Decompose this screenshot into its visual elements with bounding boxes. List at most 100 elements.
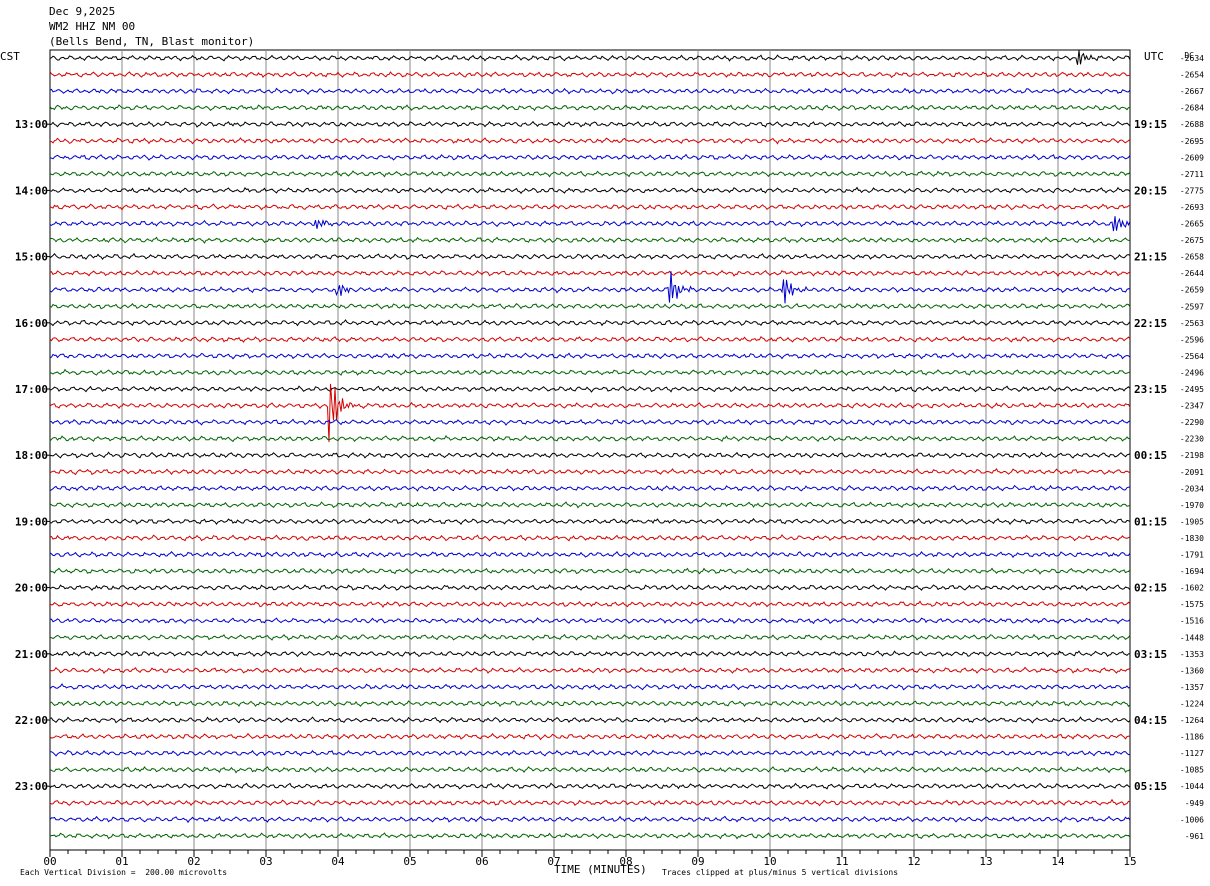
dc-offset-label: -2034 xyxy=(1180,484,1204,493)
trace-line xyxy=(49,71,1131,79)
dc-offset-label: -2230 xyxy=(1180,435,1204,444)
dc-offset-label: -1830 xyxy=(1180,534,1204,543)
dc-offset-label: -2634 xyxy=(1180,54,1204,63)
x-tick-label: 11 xyxy=(835,855,848,868)
trace-line xyxy=(49,501,1131,509)
right-hour-label: 20:15 xyxy=(1134,184,1167,197)
right-hour-label: 02:15 xyxy=(1134,582,1167,595)
dc-offset-label: -2658 xyxy=(1180,253,1204,262)
trace-line xyxy=(49,120,1131,128)
right-hour-label: 03:15 xyxy=(1134,648,1167,661)
trace-line xyxy=(49,749,1131,757)
dc-offset-label: -1353 xyxy=(1180,650,1204,659)
right-hour-label: 19:15 xyxy=(1134,118,1167,131)
trace-line xyxy=(49,584,1131,591)
trace-line xyxy=(49,153,1131,161)
trace-line xyxy=(49,832,1131,840)
right-hour-label: 22:15 xyxy=(1134,317,1167,330)
trace-line xyxy=(49,650,1131,658)
dc-offset-label: -961 xyxy=(1185,832,1204,841)
x-tick-label: 13 xyxy=(979,855,992,868)
dc-offset-label: -1448 xyxy=(1180,633,1204,642)
dc-offset-label: -949 xyxy=(1185,799,1204,808)
x-tick-label: 12 xyxy=(907,855,920,868)
trace-line xyxy=(49,567,1131,575)
dc-offset-label: -2695 xyxy=(1180,137,1204,146)
dc-offset-label: -2091 xyxy=(1180,468,1204,477)
dc-offset-label: -2495 xyxy=(1180,385,1204,394)
dc-offset-label: -1224 xyxy=(1180,699,1204,708)
trace-line xyxy=(49,617,1131,625)
trace-line xyxy=(49,383,1131,443)
dc-offset-label: -2290 xyxy=(1180,418,1204,427)
dc-offset-label: -2684 xyxy=(1180,104,1204,113)
dc-offset-label: -2563 xyxy=(1180,319,1204,328)
left-hour-label: 21:00 xyxy=(15,648,48,661)
trace-line xyxy=(49,385,1131,393)
x-tick-label: 08 xyxy=(619,855,632,868)
x-tick-label: 02 xyxy=(187,855,200,868)
trace-line xyxy=(49,418,1131,426)
x-tick-label: 01 xyxy=(115,855,128,868)
dc-offset-label: -2693 xyxy=(1180,203,1204,212)
right-hour-label: 21:15 xyxy=(1134,251,1167,264)
left-hour-label: 13:00 xyxy=(15,118,48,131)
right-hour-label: 01:15 xyxy=(1134,515,1167,528)
x-tick-label: 09 xyxy=(691,855,704,868)
dc-offset-label: -1085 xyxy=(1180,766,1204,775)
trace-line xyxy=(49,269,1131,278)
trace-line xyxy=(49,699,1131,708)
trace-line xyxy=(49,50,1131,65)
right-hour-label: 23:15 xyxy=(1134,383,1167,396)
left-hour-label: 23:00 xyxy=(15,780,48,793)
x-tick-label: 07 xyxy=(547,855,560,868)
dc-offset-label: -1264 xyxy=(1180,716,1204,725)
left-hour-label: 16:00 xyxy=(15,317,48,330)
trace-line xyxy=(49,798,1131,807)
dc-offset-label: -1127 xyxy=(1180,749,1204,758)
dc-offset-label: -1360 xyxy=(1180,666,1204,675)
dc-offset-label: -2665 xyxy=(1180,220,1204,229)
trace-line xyxy=(49,352,1131,360)
dc-offset-label: -2609 xyxy=(1180,153,1204,162)
x-tick-label: 00 xyxy=(43,855,56,868)
trace-line xyxy=(49,732,1131,741)
left-hour-label: 17:00 xyxy=(15,383,48,396)
trace-line xyxy=(49,782,1131,790)
trace-line xyxy=(49,550,1131,559)
trace-line xyxy=(49,203,1131,211)
trace-line xyxy=(49,252,1131,261)
trace-line xyxy=(49,716,1131,724)
dc-offset-label: -1905 xyxy=(1180,517,1204,526)
trace-line xyxy=(49,517,1131,526)
trace-line xyxy=(49,216,1131,232)
trace-line xyxy=(49,484,1131,492)
dc-offset-label: -2711 xyxy=(1180,170,1204,179)
dc-offset-label: -2654 xyxy=(1180,71,1204,80)
trace-line xyxy=(49,451,1131,459)
dc-offset-label: -2644 xyxy=(1180,269,1204,278)
dc-offset-label: -2675 xyxy=(1180,236,1204,245)
x-tick-label: 04 xyxy=(331,855,345,868)
trace-line xyxy=(49,186,1131,195)
trace-line xyxy=(49,683,1131,691)
x-tick-label: 06 xyxy=(475,855,488,868)
date-label: Dec 9,2025 xyxy=(49,5,116,18)
x-tick-label: 14 xyxy=(1051,855,1065,868)
dc-offset-label: -2596 xyxy=(1180,335,1204,344)
right-hour-label: 04:15 xyxy=(1134,714,1167,727)
left-hour-label: 14:00 xyxy=(15,184,48,197)
dc-offset-label: -1970 xyxy=(1180,501,1204,510)
dc-offset-label: -2597 xyxy=(1180,302,1204,311)
trace-line xyxy=(49,236,1131,244)
right-timezone-label: UTC xyxy=(1144,50,1164,63)
x-tick-label: 03 xyxy=(259,855,272,868)
trace-line xyxy=(49,633,1131,641)
left-timezone-label: CST xyxy=(0,50,20,63)
x-tick-label: 05 xyxy=(403,855,416,868)
dc-offset-label: -2198 xyxy=(1180,451,1204,460)
dc-offset-label: -2667 xyxy=(1180,87,1204,96)
dc-offset-label: -1791 xyxy=(1180,551,1204,560)
trace-line xyxy=(49,104,1131,112)
